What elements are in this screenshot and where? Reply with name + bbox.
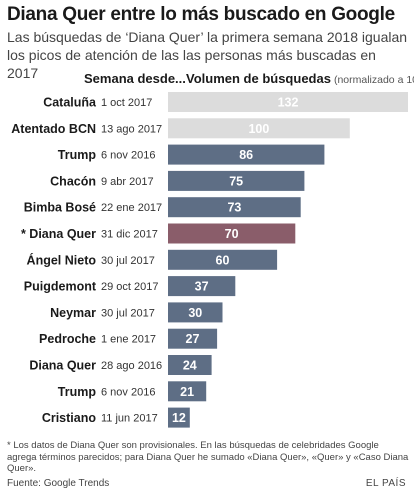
- bar-chart: Cataluña 1 oct 2017 132 Atentado BCN 13 ago …: [11, 92, 408, 428]
- category-label: Chacón: [50, 174, 96, 188]
- week-label: 6 nov 2016: [101, 386, 155, 398]
- category-label: Bimba Bosé: [24, 201, 96, 215]
- week-label: 1 ene 2017: [101, 334, 156, 346]
- week-label: 31 dic 2017: [101, 229, 158, 241]
- bar: [168, 92, 408, 112]
- week-label: 11 jun 2017: [101, 413, 158, 425]
- category-label: * Diana Quer: [21, 227, 96, 241]
- week-label: 13 ago 2017: [101, 123, 162, 135]
- value-label: 100: [248, 122, 269, 136]
- footnote: * Los datos de Diana Quer son provisiona…: [7, 440, 409, 474]
- category-label: Trump: [58, 385, 97, 399]
- bar: [168, 328, 218, 349]
- category-label: Pedroche: [39, 332, 96, 346]
- volume-column-header: Volumen de búsquedas(normalizado a 100): [186, 71, 414, 86]
- bar: [168, 381, 207, 402]
- value-label: 132: [278, 96, 299, 110]
- value-label: 70: [225, 227, 239, 241]
- bar: [168, 197, 301, 218]
- value-label: 37: [195, 280, 209, 294]
- category-label: Neymar: [50, 306, 96, 320]
- source: Fuente: Google Trends: [7, 478, 110, 489]
- week-label: 9 abr 2017: [101, 176, 154, 188]
- volume-header-label: Volumen de búsquedas: [186, 71, 331, 86]
- value-label: 86: [239, 148, 253, 162]
- week-column-header: Semana desde...: [84, 71, 186, 86]
- normalized-note: (normalizado a 100): [333, 74, 414, 86]
- category-label: Trump: [58, 148, 97, 162]
- week-label: 30 jul 2017: [101, 307, 155, 319]
- bar: [168, 144, 325, 165]
- value-label: 30: [188, 306, 202, 320]
- value-label: 60: [216, 253, 230, 267]
- bar: [168, 118, 350, 139]
- publisher-brand: EL PAÍS: [365, 478, 406, 489]
- week-label: 6 nov 2016: [101, 150, 155, 162]
- bar: [168, 170, 305, 191]
- bar: [168, 223, 296, 244]
- category-label: Diana Quer: [29, 359, 96, 373]
- week-label: 1 oct 2017: [101, 97, 152, 109]
- value-label: 27: [186, 332, 200, 346]
- value-label: 12: [172, 411, 186, 425]
- value-label: 73: [227, 201, 241, 215]
- category-label: Cataluña: [43, 96, 97, 110]
- bar: [168, 407, 190, 428]
- bar: [168, 276, 236, 297]
- value-label: 75: [229, 174, 243, 188]
- bar: [168, 249, 278, 270]
- value-label: 24: [183, 359, 197, 373]
- bar: [168, 302, 223, 323]
- week-label: 22 ene 2017: [101, 202, 162, 214]
- category-label: Atentado BCN: [11, 122, 96, 136]
- value-label: 21: [180, 385, 194, 399]
- week-label: 30 jul 2017: [101, 255, 155, 267]
- week-label: 29 oct 2017: [101, 281, 159, 293]
- week-label: 28 ago 2016: [101, 360, 162, 372]
- chart-title: Diana Quer entre lo más buscado en Googl…: [7, 4, 395, 25]
- chart-subtitle: Las búsquedas de ‘Diana Quer’ la primera…: [7, 29, 408, 81]
- category-label: Cristiano: [42, 411, 97, 425]
- category-label: Ángel Nieto: [27, 252, 97, 267]
- bar: [168, 355, 212, 375]
- category-label: Puigdemont: [24, 280, 97, 294]
